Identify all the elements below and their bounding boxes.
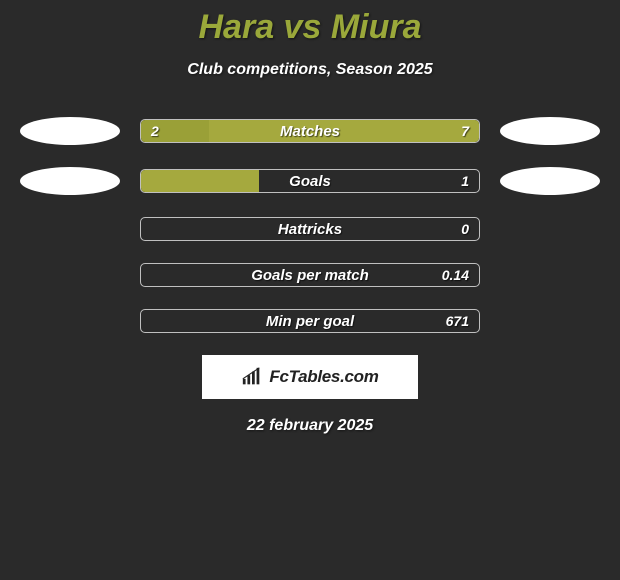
team-badge-right [500,167,600,195]
stat-bar: Goals per match0.14 [140,263,480,287]
page-subtitle: Club competitions, Season 2025 [0,61,620,79]
stat-bar: Min per goal671 [140,309,480,333]
bar-chart-icon [241,366,263,388]
stats-container: 2Matches7 Goals1 Hattricks0 Goals per match… [0,117,620,333]
stat-bar: 2Matches7 [140,119,480,143]
team-badge-right [500,117,600,145]
stat-bar: Goals1 [140,169,480,193]
logo: FcTables.com [241,366,378,388]
date-text: 22 february 2025 [0,417,620,435]
stat-value-right: 1 [461,170,469,192]
stat-row: Goals1 [0,167,620,195]
stat-row: Goals per match0.14 [0,263,620,287]
stat-label: Min per goal [141,310,479,332]
team-badge-left [20,117,120,145]
stat-row: 2Matches7 [0,117,620,145]
logo-box: FcTables.com [202,355,418,399]
stat-label: Goals [141,170,479,192]
stat-value-right: 0 [461,218,469,240]
stat-row: Hattricks0 [0,217,620,241]
stat-label: Goals per match [141,264,479,286]
logo-text: FcTables.com [269,367,378,387]
stat-bar: Hattricks0 [140,217,480,241]
team-badge-left [20,167,120,195]
stat-row: Min per goal671 [0,309,620,333]
stat-value-right: 7 [461,120,469,142]
stat-label: Hattricks [141,218,479,240]
stat-value-right: 671 [446,310,469,332]
stat-value-right: 0.14 [442,264,469,286]
stat-label: Matches [141,120,479,142]
page-title: Hara vs Miura [0,0,620,47]
